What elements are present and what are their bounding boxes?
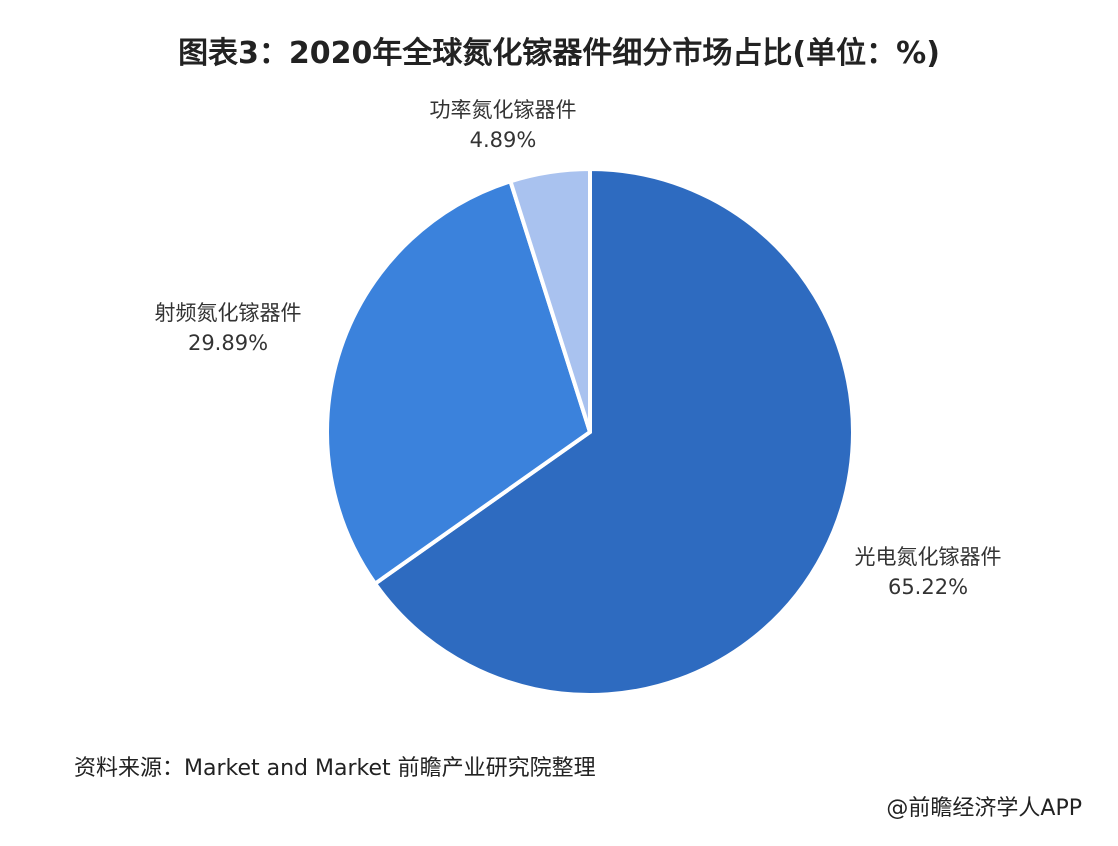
slice-label-category: 光电氮化镓器件: [855, 545, 1002, 569]
slice-optoelectronic: [373, 167, 855, 697]
credit-note: @前瞻经济学人APP: [886, 796, 1082, 821]
slice-label-value: 65.22%: [888, 575, 968, 599]
slice-label-category: 射频氮化镓器件: [155, 301, 302, 325]
slice-label-value: 29.89%: [188, 331, 268, 355]
source-note: 资料来源：Market and Market 前瞻产业研究院整理: [74, 756, 596, 781]
slice-power: [508, 167, 592, 434]
chart-title: 图表3：2020年全球氮化镓器件细分市场占比(单位：%): [178, 36, 940, 71]
slice-label-category: 功率氮化镓器件: [430, 98, 577, 122]
slice-rf: [325, 179, 592, 586]
slice-label-value: 4.89%: [470, 128, 537, 152]
